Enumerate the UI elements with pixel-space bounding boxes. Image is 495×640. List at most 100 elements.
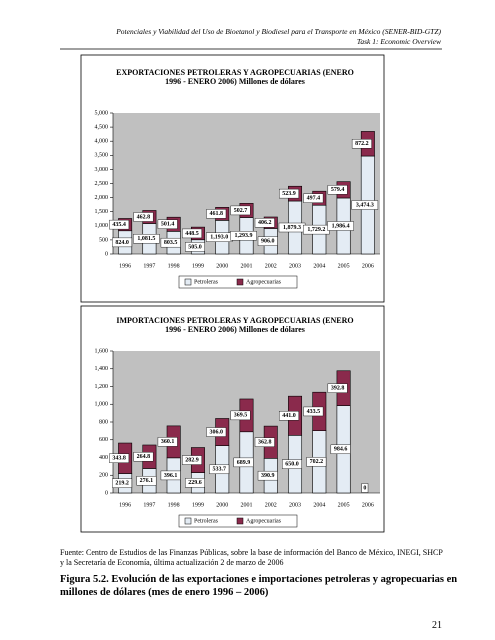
x-tick-label: 2002 [265,502,277,508]
x-tick-label: 1999 [192,502,204,508]
data-label: 702.2 [310,459,324,465]
data-label-box [230,205,251,216]
data-label: 502.7 [234,208,248,214]
data-label-box [133,212,154,222]
data-label: 824.0 [115,240,129,246]
y-tick-label: 500 [99,237,108,243]
data-label: 392.8 [331,386,345,392]
x-tick-label: 1996 [119,263,131,269]
x-tick-label: 2006 [362,502,374,508]
legend-swatch [236,278,244,286]
y-tick-label: 4,500 [95,124,109,130]
x-tick-label: 2006 [362,263,374,269]
x-tick-label: 2004 [313,263,325,269]
data-label-box [133,452,154,462]
data-label: 282.9 [185,457,199,463]
data-label-box [230,410,251,421]
x-tick-label: 2002 [265,263,277,269]
data-label-box [182,228,202,239]
data-label-box [257,236,278,246]
data-label: 505.0 [188,244,202,250]
data-label: 390.9 [261,473,275,479]
data-label: 406.2 [258,220,272,226]
data-label-box [306,457,327,467]
data-label: 448.5 [185,231,199,237]
data-label-box [206,209,227,219]
data-label-box [185,478,205,488]
data-label: 1,879.3 [283,225,301,231]
data-label: 219.2 [115,481,129,487]
y-tick-label: 800 [99,419,108,425]
data-label-box [185,242,205,252]
data-label: 533.7 [212,467,226,473]
data-label-box [109,219,130,230]
legend-swatch [184,278,192,286]
data-label-box [230,231,257,241]
data-label: 369.5 [234,413,248,419]
data-label-box [254,218,275,228]
data-label-box [157,437,178,447]
y-tick-label: 1,000 [95,223,109,229]
x-tick-label: 1998 [168,502,180,508]
x-tick-label: 1999 [192,263,204,269]
data-label-box [136,476,157,486]
data-label: 360.1 [161,439,175,445]
data-label: 3,474.3 [356,202,374,208]
x-tick-label: 2005 [338,502,350,508]
x-tick-label: 2004 [313,502,325,508]
data-label-box [330,444,351,455]
chart-frame [80,54,385,303]
data-label: 276.1 [140,478,154,484]
data-label-box [133,234,160,244]
data-label: 872.2 [355,141,369,147]
y-tick-label: 3,500 [95,153,109,159]
figure-caption: Figura 5.2. Evolución de las exportacion… [60,574,458,598]
data-label: 984.6 [334,447,348,453]
x-tick-label: 2005 [338,263,350,269]
y-tick-label: 5,000 [95,110,109,116]
x-tick-label: 1996 [119,502,131,508]
data-label-box [257,470,278,481]
x-tick-label: 1997 [143,502,155,508]
data-label: 229.6 [188,480,202,486]
data-label-box [160,470,181,481]
legend-label: Agropecuarias [246,279,282,285]
y-tick-label: 600 [99,437,108,443]
data-label: 306.0 [209,429,223,435]
x-tick-label: 2001 [241,263,253,269]
data-label: 1,986.4 [332,223,350,229]
data-label: 579.4 [331,187,345,193]
x-tick-label: 2003 [289,502,301,508]
y-tick-label: 3,000 [95,167,109,173]
data-label: 906.0 [261,239,275,245]
data-label-box [279,188,299,199]
data-label-box [361,483,369,493]
data-label-box [282,459,302,469]
header-subtitle: Task 1: Economic Overview [356,37,441,46]
y-tick-label: 0 [105,251,108,257]
x-tick-label: 2001 [241,502,253,508]
data-label-box [233,457,254,468]
data-label-box [327,185,348,195]
data-label: 501.4 [161,222,175,228]
data-label: 433.5 [307,409,321,415]
y-tick-label: 2,500 [95,181,109,187]
y-tick-label: 1,200 [95,384,109,390]
chart-title: EXPORTACIONES PETROLERAS Y AGROPECUARIAS… [116,68,354,86]
legend-label: Petroleras [194,518,219,524]
data-label: 343.8 [112,456,126,462]
legend-swatch [184,517,192,525]
data-label: 362.8 [258,440,272,446]
data-label-box [209,464,230,475]
data-label: 462.8 [137,214,151,220]
data-label-box [206,427,227,437]
y-tick-label: 1,500 [95,209,109,215]
data-label-box [160,237,181,248]
data-label-box [109,453,130,463]
data-label-box [327,221,354,231]
data-label-box [112,237,133,248]
y-tick-label: 1,600 [95,348,109,354]
data-label-box [303,193,324,203]
data-label: 689.9 [237,460,251,466]
